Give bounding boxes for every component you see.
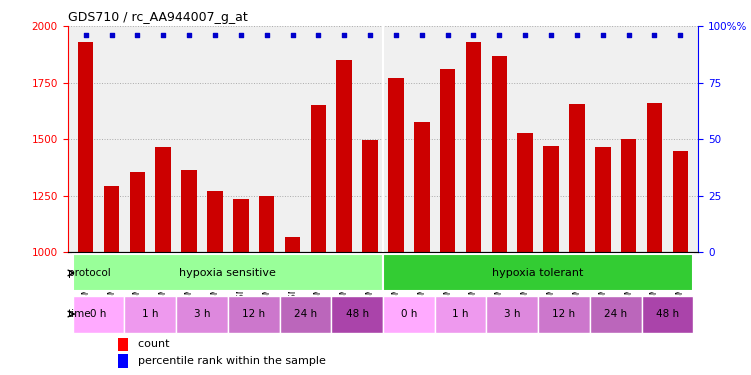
Point xyxy=(261,32,273,38)
Bar xyxy=(517,132,533,252)
Bar xyxy=(207,191,223,252)
Point xyxy=(312,32,324,38)
Point xyxy=(106,32,118,38)
Text: 3 h: 3 h xyxy=(504,309,520,319)
Bar xyxy=(311,105,326,252)
Text: 0 h: 0 h xyxy=(401,309,417,319)
FancyBboxPatch shape xyxy=(590,296,641,333)
Point xyxy=(648,32,660,38)
Text: 12 h: 12 h xyxy=(242,309,265,319)
Bar xyxy=(388,78,404,252)
Point xyxy=(416,32,428,38)
Text: 1 h: 1 h xyxy=(142,309,158,319)
Point xyxy=(493,32,505,38)
Text: 0 h: 0 h xyxy=(90,309,107,319)
Text: count: count xyxy=(131,339,169,350)
FancyBboxPatch shape xyxy=(487,296,538,333)
Point xyxy=(131,32,143,38)
Bar xyxy=(673,151,688,252)
Point xyxy=(467,32,479,38)
Bar xyxy=(104,186,119,252)
Text: 24 h: 24 h xyxy=(294,309,317,319)
FancyBboxPatch shape xyxy=(383,296,435,333)
Point xyxy=(442,32,454,38)
Point xyxy=(338,32,350,38)
Bar xyxy=(595,147,611,252)
FancyBboxPatch shape xyxy=(435,296,487,333)
Text: 1 h: 1 h xyxy=(452,309,469,319)
Bar xyxy=(492,56,507,252)
Point xyxy=(80,32,92,38)
Bar xyxy=(285,237,300,252)
FancyBboxPatch shape xyxy=(228,296,279,333)
Text: protocol: protocol xyxy=(68,268,111,278)
Point xyxy=(545,32,557,38)
Point xyxy=(597,32,609,38)
Point xyxy=(209,32,221,38)
Text: percentile rank within the sample: percentile rank within the sample xyxy=(131,356,325,366)
Bar xyxy=(336,60,352,252)
Text: 48 h: 48 h xyxy=(345,309,369,319)
Point xyxy=(571,32,583,38)
Point xyxy=(519,32,531,38)
Text: 3 h: 3 h xyxy=(194,309,210,319)
Point xyxy=(390,32,402,38)
FancyBboxPatch shape xyxy=(125,296,176,333)
Bar xyxy=(543,146,559,252)
Bar xyxy=(647,103,662,252)
Bar xyxy=(155,147,171,252)
FancyBboxPatch shape xyxy=(538,296,590,333)
Bar xyxy=(414,122,430,252)
Text: 12 h: 12 h xyxy=(553,309,575,319)
Bar xyxy=(181,170,197,252)
FancyBboxPatch shape xyxy=(331,296,383,333)
Point xyxy=(235,32,247,38)
FancyBboxPatch shape xyxy=(176,296,228,333)
Point xyxy=(183,32,195,38)
Text: 24 h: 24 h xyxy=(604,309,627,319)
Bar xyxy=(440,69,455,252)
Bar xyxy=(118,354,128,368)
Point xyxy=(157,32,169,38)
Point xyxy=(623,32,635,38)
Bar xyxy=(466,42,481,252)
FancyBboxPatch shape xyxy=(279,296,331,333)
Text: time: time xyxy=(68,309,92,319)
Bar xyxy=(259,196,274,252)
Text: hypoxia sensitive: hypoxia sensitive xyxy=(179,268,276,278)
Bar xyxy=(118,338,128,351)
Point xyxy=(364,32,376,38)
Bar xyxy=(362,141,378,252)
Bar xyxy=(130,172,145,252)
FancyBboxPatch shape xyxy=(383,254,693,291)
Text: hypoxia tolerant: hypoxia tolerant xyxy=(493,268,584,278)
Bar xyxy=(569,104,585,252)
FancyBboxPatch shape xyxy=(641,296,693,333)
Point xyxy=(674,32,686,38)
FancyBboxPatch shape xyxy=(73,296,125,333)
Text: GDS710 / rc_AA944007_g_at: GDS710 / rc_AA944007_g_at xyxy=(68,11,247,24)
Point xyxy=(287,32,299,38)
Bar xyxy=(233,199,249,252)
FancyBboxPatch shape xyxy=(73,254,383,291)
Bar xyxy=(621,140,636,252)
Text: 48 h: 48 h xyxy=(656,309,679,319)
Bar xyxy=(78,42,93,252)
